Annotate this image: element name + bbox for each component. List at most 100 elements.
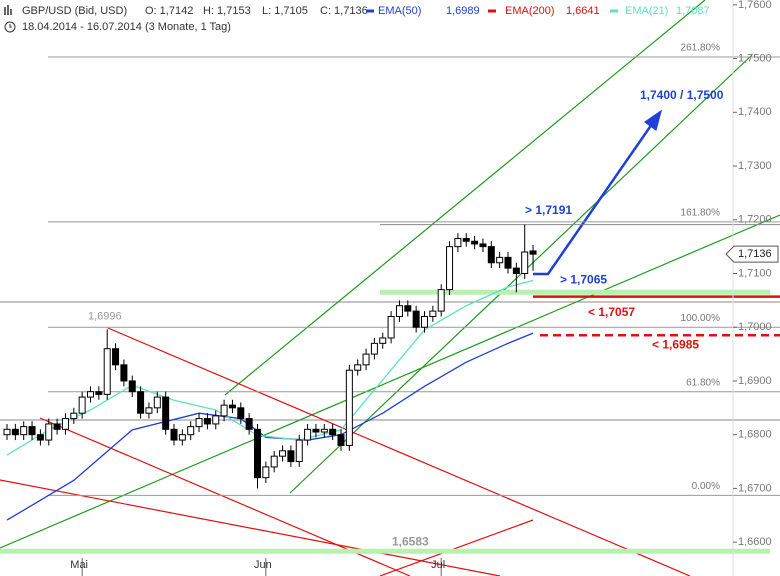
candle-body	[262, 466, 270, 479]
legend-name: EMA(21)	[625, 5, 668, 17]
candle-body	[203, 418, 211, 425]
y-tick-label: 1,6600	[738, 536, 772, 548]
candle-body	[429, 310, 437, 317]
chart-icon	[4, 5, 12, 15]
candle-body	[36, 434, 44, 441]
trend-line	[0, 214, 780, 549]
candle-body	[387, 315, 395, 339]
header-icons	[4, 5, 16, 33]
candle-body	[345, 369, 353, 446]
legend-value: 1,6989	[446, 5, 480, 17]
candle-body	[462, 238, 470, 242]
symbol: GBP/USD (Bid, USD)	[22, 5, 127, 17]
candle-body	[337, 434, 345, 446]
last-price-box	[725, 245, 779, 263]
y-tick-label: 1,7200	[738, 214, 772, 226]
candle-body	[504, 256, 512, 269]
candle-body	[95, 391, 103, 395]
candle-body	[446, 246, 454, 291]
candle-body	[412, 310, 420, 328]
candle-body	[195, 418, 203, 428]
candle-body	[370, 342, 378, 355]
candle-body	[312, 428, 320, 433]
candle-body	[53, 423, 61, 430]
candle-body	[28, 426, 36, 436]
candle-body	[437, 289, 445, 312]
candle-body	[529, 250, 537, 255]
arrow-head	[643, 109, 662, 132]
ohlc-label: O: 1,7142	[145, 5, 193, 17]
candle-body	[220, 404, 228, 417]
y-tick-label: 1,6800	[738, 429, 772, 441]
candle-body	[3, 428, 11, 436]
trend-line	[224, 0, 706, 396]
x-tick-label: Jul	[431, 559, 445, 571]
candle-body	[112, 348, 120, 366]
legend-value: 1,6641	[566, 5, 600, 17]
candle-body	[304, 428, 312, 441]
candle-body	[521, 251, 529, 274]
candle-body	[162, 396, 170, 430]
candle-body	[237, 407, 245, 420]
x-tick-label: Mai	[70, 559, 88, 571]
candle-body	[20, 426, 28, 436]
candle-body	[496, 256, 504, 264]
fib-label: 0.00%	[692, 481, 720, 492]
candle-body	[228, 404, 236, 409]
candle-body	[287, 450, 295, 463]
ohlc-label: L: 1,7105	[262, 5, 308, 17]
candle-body	[87, 391, 94, 398]
candle-body	[170, 428, 178, 441]
trend-line	[379, 519, 534, 576]
candle-body	[45, 423, 53, 441]
level-label: < 1,7057	[588, 305, 635, 319]
candle-body	[11, 428, 19, 436]
candle-body	[254, 428, 261, 479]
clock-hands	[9, 24, 12, 28]
candle-body	[479, 243, 487, 248]
trend-line	[107, 327, 691, 576]
candle-body	[454, 238, 462, 248]
candle-body	[320, 428, 328, 433]
candle-body	[120, 364, 128, 382]
candle-body	[279, 450, 287, 457]
candle-body	[187, 426, 195, 436]
candle-body	[421, 315, 428, 328]
level-label: 1,6996	[88, 310, 122, 322]
ohlc-label: C: 1,7136	[320, 5, 368, 17]
candle-body	[212, 415, 220, 425]
fib-label: 261.80%	[681, 43, 721, 54]
candle-body	[78, 396, 86, 414]
candle-body	[137, 391, 145, 414]
candle-body	[512, 267, 520, 274]
candle-body	[354, 364, 362, 371]
level-label: > 1,7065	[560, 272, 607, 286]
fib-label: 161.80%	[681, 208, 721, 219]
candle-body	[61, 418, 69, 430]
candle-body	[128, 380, 136, 393]
candle-body	[295, 439, 303, 463]
ema-line	[6, 279, 534, 456]
y-tick-label: 1,6900	[738, 375, 772, 387]
trend-line	[0, 479, 501, 576]
candle-body	[270, 455, 278, 468]
level-label: > 1,7191	[525, 203, 572, 217]
candle-body	[395, 305, 403, 317]
trend-line	[289, 54, 753, 494]
y-tick-label: 1,7400	[738, 106, 772, 118]
fib-label: 100.00%	[681, 313, 721, 324]
y-tick-label: 1,7100	[738, 267, 772, 279]
ohlc-label: H: 1,7153	[203, 5, 251, 17]
level-label: 1,6583	[392, 534, 429, 548]
candle-body	[379, 337, 387, 344]
legend-name: EMA(50)	[378, 5, 421, 17]
candle-body	[329, 428, 337, 436]
candle-body	[471, 240, 479, 245]
candle-body	[362, 353, 370, 366]
y-tick-label: 1,6700	[738, 482, 772, 494]
y-tick-label: 1,7300	[738, 160, 772, 172]
target-label: 1,7400 / 1,7500	[640, 88, 724, 102]
last-price-label: 1,7136	[738, 248, 772, 260]
clock-icon	[4, 21, 16, 33]
